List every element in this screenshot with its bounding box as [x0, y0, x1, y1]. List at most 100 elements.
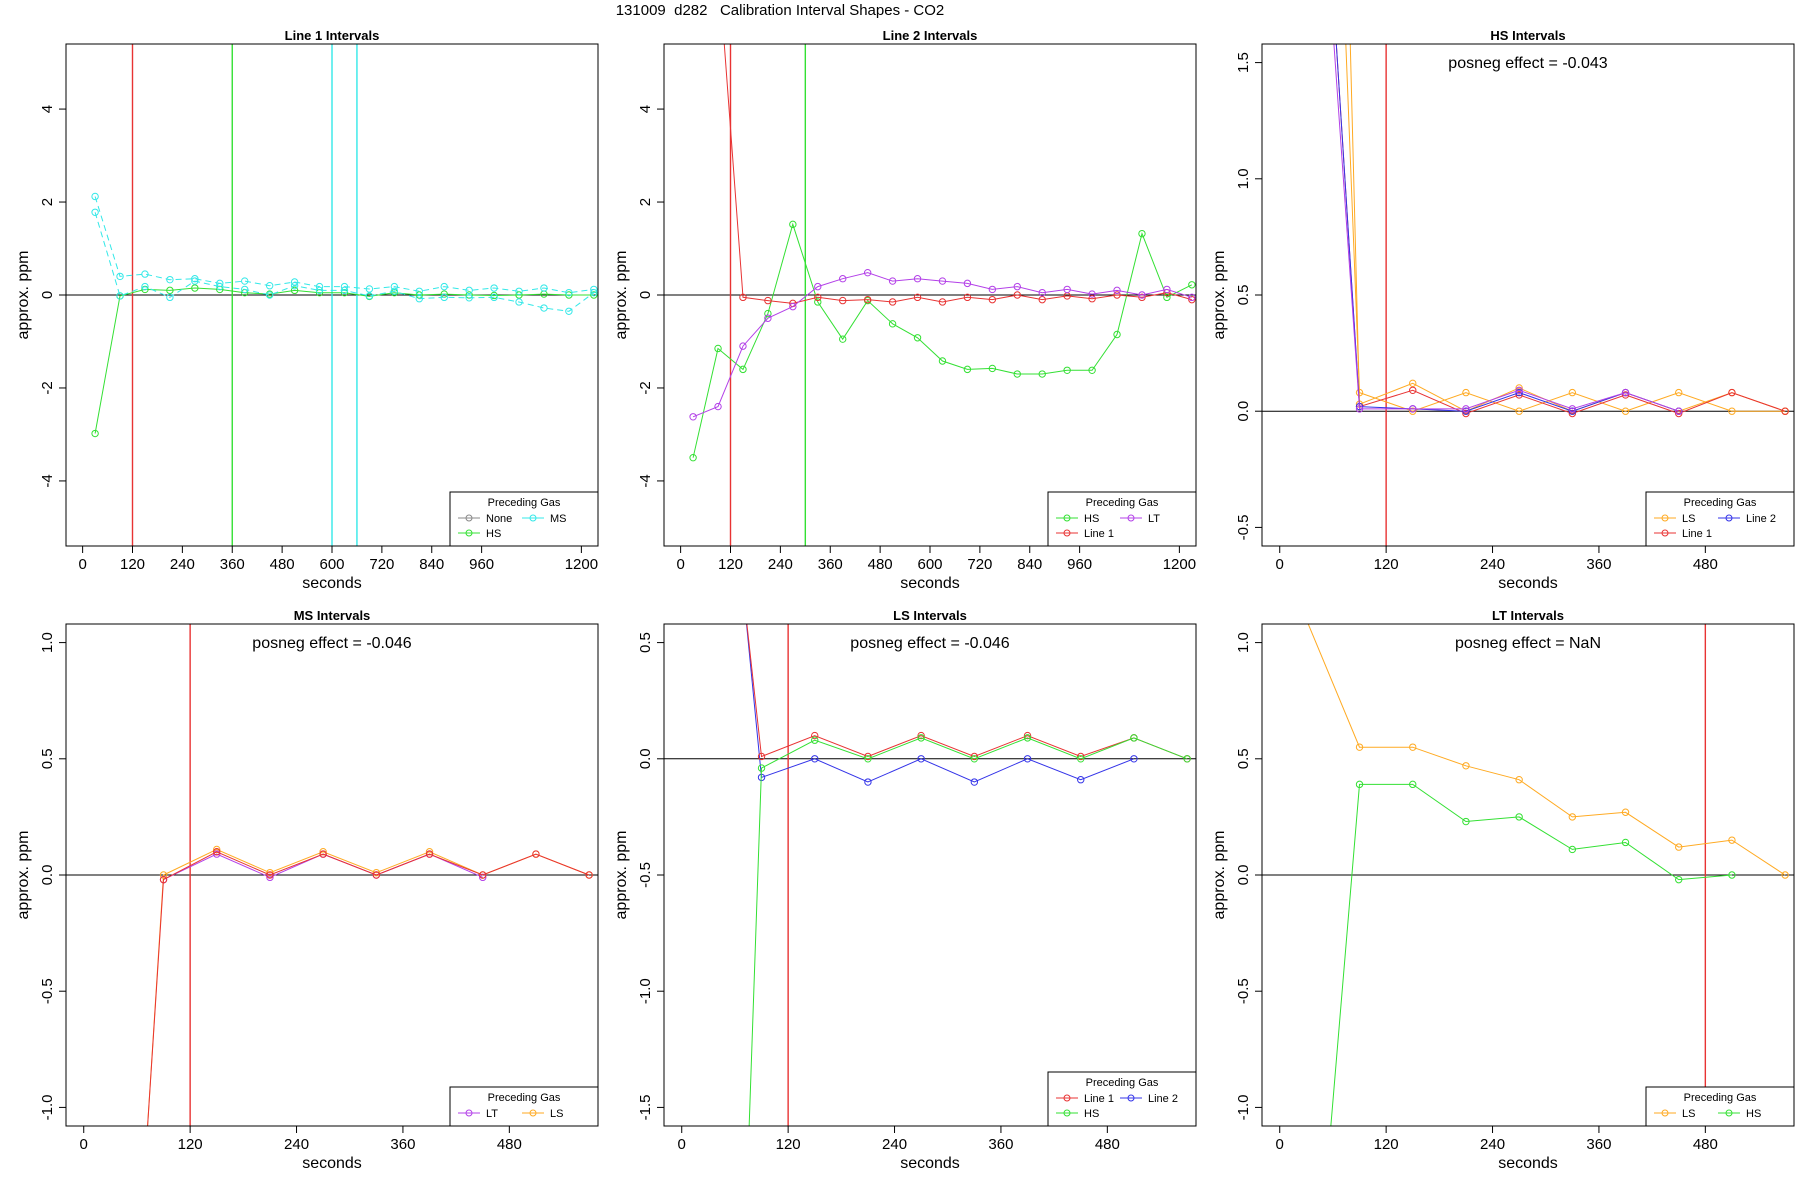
data-point — [864, 755, 872, 763]
x-tick-label: 480 — [868, 556, 893, 573]
data-point — [372, 868, 381, 877]
data-point — [319, 848, 327, 856]
data-point — [863, 295, 872, 304]
data-point — [814, 298, 822, 306]
x-tick-label: 360 — [818, 556, 843, 573]
data-point — [1409, 407, 1417, 415]
data-point — [888, 277, 897, 285]
data-point — [1621, 808, 1630, 816]
legend-title: Preceding Gas — [1684, 1092, 1757, 1104]
series-line — [94, 287, 594, 434]
x-tick-label: 120 — [776, 1136, 801, 1153]
x-tick-label: 600 — [917, 556, 942, 573]
data-point — [739, 365, 747, 374]
data-point — [963, 279, 972, 288]
x-axis-label: seconds — [302, 575, 362, 592]
data-point — [1728, 871, 1736, 879]
legend-swatch-marker — [1661, 1109, 1669, 1117]
legend: Preceding Gas LS Line 2 Line 1 — [1645, 491, 1795, 547]
data-point — [590, 285, 598, 294]
legend-entry-label: HS — [1084, 513, 1099, 525]
series-line — [723, 44, 1192, 304]
data-point — [1077, 776, 1085, 784]
data-point — [714, 402, 722, 411]
data-point — [116, 292, 124, 300]
data-point — [479, 873, 487, 882]
data-point — [1515, 384, 1523, 392]
x-tick-label: 1200 — [565, 556, 598, 573]
data-point — [1113, 330, 1121, 339]
x-tick-label: 480 — [270, 556, 295, 573]
legend-swatch-marker — [1127, 514, 1135, 522]
data-point — [166, 286, 174, 295]
data-point — [1023, 755, 1032, 763]
data-point — [739, 293, 747, 302]
chart-title: MS Intervals — [294, 608, 371, 623]
data-point — [1568, 407, 1577, 415]
x-tick-label: 0 — [676, 556, 684, 573]
data-point — [1515, 391, 1523, 399]
data-point — [490, 293, 498, 302]
legend-entry-label: LT — [486, 1108, 498, 1120]
x-tick-label: 120 — [178, 1136, 203, 1153]
legend-title: Preceding Gas — [488, 497, 561, 509]
data-point — [166, 293, 174, 302]
legend: Preceding Gas LS HS — [1645, 1086, 1795, 1127]
y-axis-label: approx. ppm — [15, 831, 32, 920]
x-tick-label: 0 — [78, 556, 86, 573]
y-tick-label: 1.0 — [39, 632, 56, 653]
data-point — [315, 286, 324, 295]
plot-area — [66, 44, 598, 546]
y-tick-label: 0.0 — [637, 748, 654, 769]
plot-area — [1262, 624, 1794, 1126]
data-point — [1675, 407, 1683, 415]
data-point — [465, 286, 473, 295]
data-point — [1728, 836, 1736, 844]
data-point — [515, 298, 523, 306]
data-point — [938, 277, 947, 285]
data-point — [141, 282, 149, 291]
data-point — [1675, 843, 1683, 851]
y-tick-label: 0.5 — [637, 632, 654, 653]
data-point — [415, 287, 423, 295]
y-tick-label: 1.0 — [1235, 632, 1252, 653]
data-point — [1621, 388, 1630, 397]
legend-title: Preceding Gas — [488, 1092, 561, 1104]
data-point — [340, 282, 349, 291]
series-line — [1330, 783, 1732, 1126]
data-point — [315, 282, 324, 291]
data-point — [265, 291, 274, 299]
data-point — [741, 593, 747, 599]
data-point — [1728, 388, 1736, 397]
data-point — [1077, 752, 1085, 761]
y-tick-label: -2 — [39, 381, 56, 394]
y-tick-label: 4 — [39, 105, 56, 113]
series-line — [94, 212, 595, 312]
data-point — [913, 293, 922, 302]
legend-entry-label: MS — [550, 513, 567, 525]
x-tick-label: 960 — [1067, 556, 1092, 573]
legend-box — [449, 491, 599, 547]
x-tick-label: 480 — [1693, 1136, 1718, 1153]
data-point — [1462, 405, 1470, 413]
x-tick-label: 840 — [1017, 556, 1042, 573]
data-point — [1781, 407, 1789, 415]
y-tick-label: 0.0 — [39, 865, 56, 886]
legend-entry-label: None — [486, 513, 512, 525]
legend-swatch-marker — [1725, 1109, 1733, 1117]
data-point — [166, 275, 174, 284]
y-tick-label: 2 — [39, 198, 56, 206]
data-point — [1130, 755, 1138, 763]
y-tick-label: -0.5 — [1235, 978, 1252, 1004]
data-point — [1163, 285, 1171, 294]
posneg-label: posneg effect = NaN — [1455, 635, 1601, 652]
x-axis-label: seconds — [302, 1155, 362, 1172]
y-tick-label: -1.5 — [637, 1094, 654, 1120]
legend-title: Preceding Gas — [1086, 497, 1159, 509]
data-point — [938, 357, 947, 365]
data-point — [319, 850, 327, 858]
data-point — [116, 272, 124, 281]
legend-swatch-marker — [1063, 1109, 1071, 1117]
data-point — [789, 220, 797, 229]
x-tick-label: 960 — [469, 556, 494, 573]
